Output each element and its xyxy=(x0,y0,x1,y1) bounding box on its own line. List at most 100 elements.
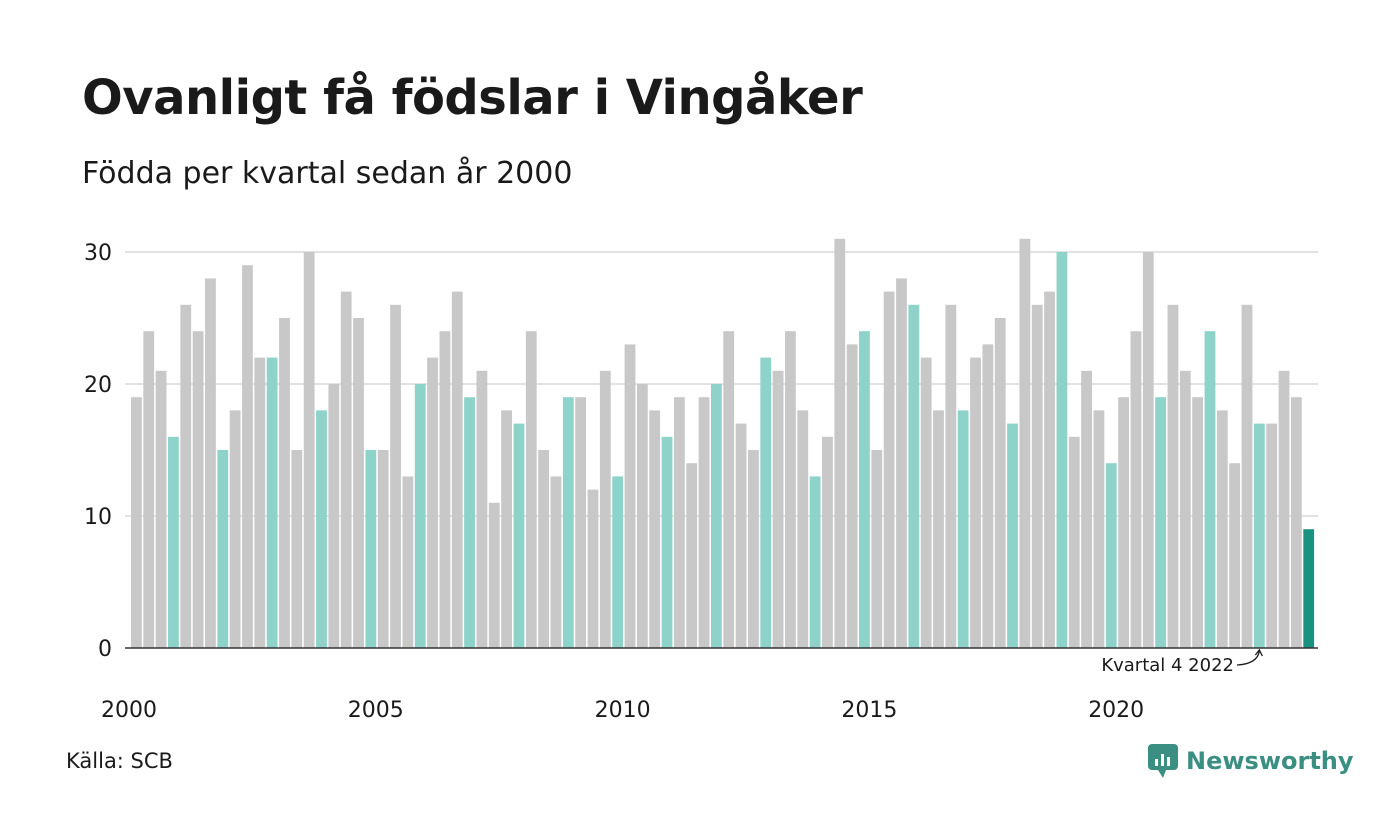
bar xyxy=(439,331,451,648)
bar xyxy=(1278,370,1290,648)
bar xyxy=(834,238,846,649)
bar xyxy=(229,410,241,648)
bar xyxy=(636,384,648,648)
bar xyxy=(649,410,661,648)
bar xyxy=(797,410,809,648)
bar xyxy=(1093,410,1105,648)
bar xyxy=(1266,423,1278,648)
x-tick-label: 2000 xyxy=(101,698,157,723)
bar xyxy=(908,304,920,648)
bar xyxy=(1007,423,1018,648)
bar xyxy=(748,450,759,648)
bar xyxy=(994,318,1006,648)
bar xyxy=(883,291,895,648)
bar xyxy=(1118,397,1129,648)
bar xyxy=(180,304,192,648)
bar xyxy=(1241,304,1253,648)
bar xyxy=(131,397,142,648)
bar xyxy=(143,331,155,648)
bar xyxy=(476,370,488,648)
bar xyxy=(414,384,426,648)
y-tick-label: 30 xyxy=(84,241,112,266)
bar xyxy=(896,278,907,648)
bar xyxy=(1167,304,1179,648)
bar xyxy=(1105,463,1117,648)
bar xyxy=(1253,423,1265,648)
bar xyxy=(957,410,969,648)
bar xyxy=(192,331,204,648)
bar xyxy=(661,436,673,648)
bar xyxy=(279,318,290,648)
bar xyxy=(242,265,253,648)
bar xyxy=(390,304,401,648)
bar xyxy=(735,423,747,648)
source-note: Källa: SCB xyxy=(66,749,173,773)
bar xyxy=(1019,238,1031,649)
chart-subtitle: Födda per kvartal sedan år 2000 xyxy=(82,156,573,191)
x-tick-label: 2020 xyxy=(1088,698,1144,723)
bar xyxy=(1044,291,1055,648)
bar xyxy=(1204,331,1216,648)
bar xyxy=(982,344,994,648)
bar xyxy=(686,463,698,648)
bar xyxy=(1216,410,1228,648)
y-tick-label: 10 xyxy=(84,505,112,530)
brand-name: Newsworthy xyxy=(1186,747,1354,775)
bar xyxy=(846,344,858,648)
y-tick-label: 20 xyxy=(84,373,112,398)
bar xyxy=(205,278,216,648)
bar xyxy=(501,410,512,648)
newsworthy-logo-icon xyxy=(1148,744,1178,778)
x-tick-label: 2005 xyxy=(348,698,404,723)
bar xyxy=(1130,331,1142,648)
bar xyxy=(933,410,944,648)
bar xyxy=(1155,397,1167,648)
bar xyxy=(710,384,722,648)
annotation-arrowhead xyxy=(1254,648,1263,657)
bar xyxy=(822,436,833,648)
bar xyxy=(328,384,340,648)
bar xyxy=(1081,370,1092,648)
bar xyxy=(266,357,278,648)
bar xyxy=(945,304,957,648)
bar xyxy=(1290,397,1302,648)
y-tick-label: 0 xyxy=(98,637,112,662)
bar xyxy=(723,331,735,648)
bar xyxy=(1031,304,1043,648)
bar xyxy=(859,331,870,648)
bar xyxy=(587,489,599,648)
bar xyxy=(760,357,772,648)
bar xyxy=(168,436,179,648)
bar xyxy=(970,357,981,648)
bar xyxy=(698,397,710,648)
bar xyxy=(575,397,587,648)
bar xyxy=(353,318,364,648)
bar xyxy=(316,410,327,648)
bar xyxy=(599,370,611,648)
bar-chart: 0 10 20 30 2000 2005 2010 2015 2020 Kvartal 4 202… xyxy=(84,238,1318,723)
annotation-label: Kvartal 4 2022 xyxy=(1101,655,1234,676)
bar xyxy=(303,252,315,648)
brand-logo: Newsworthy xyxy=(1148,744,1354,778)
bar xyxy=(291,450,303,648)
x-tick-label: 2015 xyxy=(841,698,897,723)
bar xyxy=(809,476,821,648)
bar xyxy=(772,370,784,648)
bar xyxy=(1068,436,1080,648)
bar xyxy=(538,450,550,648)
bar xyxy=(550,476,562,648)
bar xyxy=(451,291,463,648)
bar xyxy=(464,397,475,648)
chart-title: Ovanligt få födslar i Vingåker xyxy=(82,70,863,126)
bar xyxy=(1192,397,1204,648)
bar xyxy=(785,331,796,648)
bar xyxy=(612,476,624,648)
bar xyxy=(624,344,636,648)
bar xyxy=(871,450,883,648)
bar xyxy=(525,331,537,648)
bar xyxy=(1229,463,1241,648)
bar xyxy=(488,502,500,648)
bar xyxy=(365,450,377,648)
bar xyxy=(1056,252,1068,648)
bar xyxy=(377,450,389,648)
